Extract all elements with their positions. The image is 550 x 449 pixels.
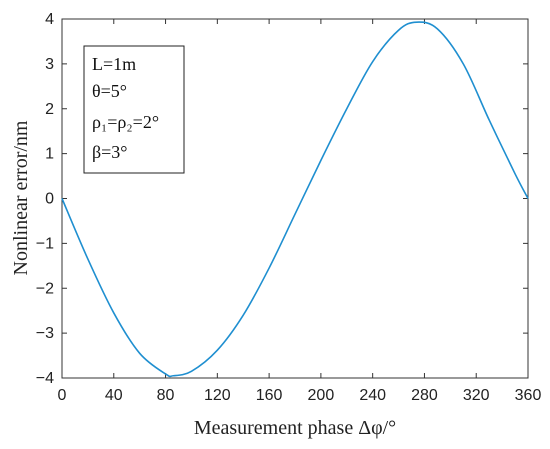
x-tick-label: 80 — [157, 387, 175, 404]
annotation-box: L=1m θ=5° ρ₁=ρ₂=2° β=3° — [83, 45, 185, 174]
annotation-frame — [83, 45, 185, 174]
y-tick-label: −4 — [36, 370, 54, 387]
y-tick-label: 4 — [45, 11, 54, 28]
x-tick-label: 280 — [411, 387, 438, 404]
x-tick-label: 160 — [256, 387, 283, 404]
y-tick-labels: −4 −3 −2 −1 0 1 2 3 4 — [36, 11, 54, 387]
x-axis-title: Measurement phase Δφ/° — [194, 417, 396, 439]
x-tick-label: 40 — [105, 387, 123, 404]
y-tick-label: −1 — [36, 235, 54, 252]
y-tick-label: 3 — [45, 56, 54, 73]
x-tick-label: 200 — [308, 387, 335, 404]
series-line — [61, 21, 529, 378]
x-tick-labels: 0 40 80 120 160 200 240 280 320 360 — [58, 387, 542, 404]
x-tick-label: 240 — [359, 387, 386, 404]
annotation-line-2: θ=5° — [92, 81, 127, 101]
axis-ticks — [61, 18, 529, 379]
annotation-line-3: ρ₁=ρ₂=2° — [92, 112, 159, 132]
annotation-line-1: L=1m — [92, 54, 136, 74]
x-tick-label: 120 — [204, 387, 231, 404]
y-tick-label: 2 — [45, 101, 54, 118]
y-tick-label: −3 — [36, 325, 54, 342]
y-tick-label: 0 — [45, 191, 54, 208]
x-tick-label: 320 — [463, 387, 490, 404]
x-tick-label: 360 — [515, 387, 542, 404]
y-tick-label: 1 — [45, 146, 54, 163]
y-axis-title: Nonlinear error/nm — [10, 120, 32, 275]
x-tick-label: 0 — [58, 387, 67, 404]
annotation-line-4: β=3° — [92, 142, 128, 162]
y-tick-label: −2 — [36, 280, 54, 297]
